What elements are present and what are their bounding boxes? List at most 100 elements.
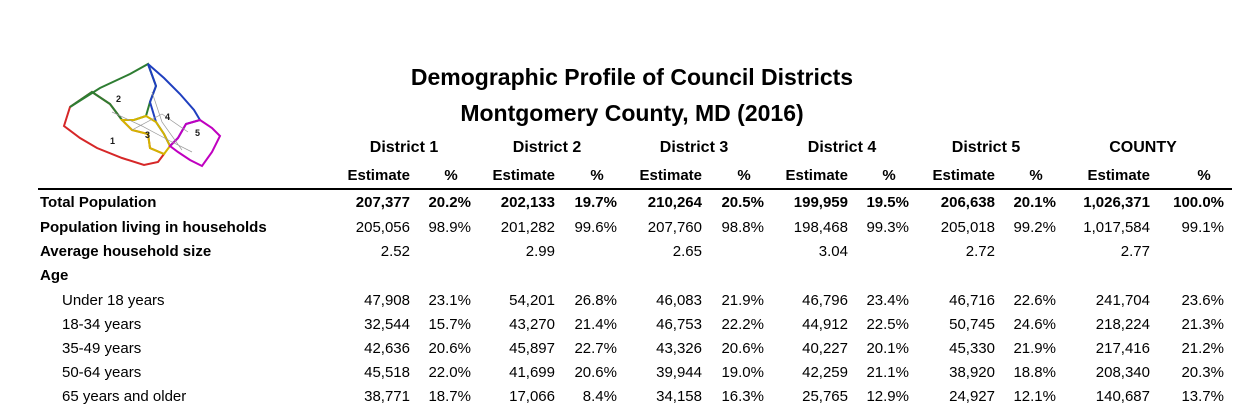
header-district-2: District 2 bbox=[512, 139, 582, 156]
percent-column-header: % bbox=[737, 167, 751, 184]
percent-value: 20.6% bbox=[428, 340, 471, 357]
header-district-3: District 3 bbox=[659, 139, 729, 156]
estimate-value: 42,636 bbox=[364, 340, 410, 357]
percent-value: 24.6% bbox=[1013, 316, 1056, 333]
header-county: COUNTY bbox=[1109, 139, 1177, 156]
estimate-value: 3.04 bbox=[818, 243, 848, 260]
estimate-value: 46,083 bbox=[656, 292, 702, 309]
table-row: Under 18 years 47,908 23.1% 54,201 26.8% 46,0… bbox=[0, 289, 1250, 313]
estimate-value: 208,340 bbox=[1095, 364, 1150, 381]
row-label: Under 18 years bbox=[62, 292, 165, 309]
estimate-value: 1,026,371 bbox=[1083, 194, 1150, 211]
estimate-column-header: Estimate bbox=[932, 167, 995, 184]
percent-value: 18.8% bbox=[1013, 364, 1056, 381]
estimate-column-header: Estimate bbox=[492, 167, 555, 184]
percent-value: 20.2% bbox=[428, 194, 471, 211]
estimate-value: 46,796 bbox=[802, 292, 848, 309]
estimate-column-header: Estimate bbox=[639, 167, 702, 184]
estimate-value: 45,897 bbox=[509, 340, 555, 357]
estimate-column-header: Estimate bbox=[347, 167, 410, 184]
percent-value: 13.7% bbox=[1181, 388, 1224, 405]
estimate-column-header: Estimate bbox=[785, 167, 848, 184]
district-4-label: 4 bbox=[165, 112, 170, 122]
estimate-value: 207,760 bbox=[647, 219, 702, 236]
estimate-value: 24,927 bbox=[949, 388, 995, 405]
estimate-value: 44,912 bbox=[802, 316, 848, 333]
estimate-value: 42,259 bbox=[802, 364, 848, 381]
percent-value: 20.6% bbox=[721, 340, 764, 357]
table-row: 35-49 years 42,636 20.6% 45,897 22.7% 43,326 2… bbox=[0, 337, 1250, 361]
estimate-value: 2.72 bbox=[965, 243, 995, 260]
table-row: 65 years and older 38,771 18.7% 17,066 8.4% 3… bbox=[0, 385, 1250, 409]
percent-value: 99.3% bbox=[866, 219, 909, 236]
percent-value: 8.4% bbox=[582, 388, 617, 405]
percent-value: 22.0% bbox=[428, 364, 471, 381]
estimate-value: 2.77 bbox=[1120, 243, 1150, 260]
table-row: Average household size 2.52 2.99 2.65 3.04 2.… bbox=[0, 240, 1250, 264]
percent-value: 20.6% bbox=[574, 364, 617, 381]
estimate-value: 25,765 bbox=[802, 388, 848, 405]
district-5-boundary bbox=[168, 118, 222, 168]
percent-value: 23.6% bbox=[1181, 292, 1224, 309]
percent-value: 21.4% bbox=[574, 316, 617, 333]
header-district-4: District 4 bbox=[807, 139, 877, 156]
percent-value: 20.3% bbox=[1181, 364, 1224, 381]
estimate-value: 207,377 bbox=[355, 194, 410, 211]
estimate-value: 54,201 bbox=[509, 292, 555, 309]
estimate-value: 217,416 bbox=[1095, 340, 1150, 357]
page-title: Demographic Profile of Council Districts bbox=[410, 64, 854, 90]
estimate-value: 46,716 bbox=[949, 292, 995, 309]
estimate-value: 2.52 bbox=[380, 243, 410, 260]
row-label: Average household size bbox=[40, 243, 212, 260]
percent-column-header: % bbox=[444, 167, 458, 184]
header-district-1: District 1 bbox=[369, 139, 439, 156]
estimate-value: 2.65 bbox=[672, 243, 702, 260]
percent-value: 18.7% bbox=[428, 388, 471, 405]
percent-value: 21.2% bbox=[1181, 340, 1224, 357]
percent-value: 20.5% bbox=[721, 194, 764, 211]
percent-value: 99.6% bbox=[574, 219, 617, 236]
estimate-value: 43,326 bbox=[656, 340, 702, 357]
percent-value: 23.1% bbox=[428, 292, 471, 309]
row-label: 50-64 years bbox=[62, 364, 142, 381]
percent-value: 19.5% bbox=[866, 194, 909, 211]
header-district-5: District 5 bbox=[951, 139, 1021, 156]
estimate-value: 198,468 bbox=[793, 219, 848, 236]
map-roads bbox=[111, 91, 193, 153]
percent-value: 21.9% bbox=[1013, 340, 1056, 357]
table-row: Age bbox=[0, 264, 1250, 288]
percent-value: 26.8% bbox=[574, 292, 617, 309]
percent-value: 22.6% bbox=[1013, 292, 1056, 309]
estimate-value: 140,687 bbox=[1095, 388, 1150, 405]
estimate-value: 218,224 bbox=[1095, 316, 1150, 333]
percent-column-header: % bbox=[1197, 167, 1211, 184]
estimate-value: 50,745 bbox=[949, 316, 995, 333]
estimate-value: 38,920 bbox=[949, 364, 995, 381]
percent-value: 16.3% bbox=[721, 388, 764, 405]
percent-value: 20.1% bbox=[1013, 194, 1056, 211]
estimate-value: 2.99 bbox=[525, 243, 555, 260]
table-row: 50-64 years 45,518 22.0% 41,699 20.6% 39,944 1… bbox=[0, 361, 1250, 385]
percent-value: 21.1% bbox=[866, 364, 909, 381]
table-row: Total Population 207,377 20.2% 202,133 19.7%… bbox=[0, 191, 1250, 215]
estimate-value: 205,056 bbox=[355, 219, 410, 236]
row-label: Total Population bbox=[40, 194, 157, 211]
district-2-boundary bbox=[69, 62, 158, 121]
estimate-column-header: Estimate bbox=[1087, 167, 1150, 184]
estimate-value: 17,066 bbox=[509, 388, 555, 405]
row-label: Age bbox=[40, 267, 69, 284]
estimate-value: 210,264 bbox=[647, 194, 702, 211]
district-5-label: 5 bbox=[195, 128, 200, 138]
percent-column-header: % bbox=[1029, 167, 1043, 184]
percent-value: 22.5% bbox=[866, 316, 909, 333]
estimate-value: 39,944 bbox=[656, 364, 702, 381]
percent-value: 100.0% bbox=[1173, 194, 1224, 211]
estimate-value: 32,544 bbox=[364, 316, 410, 333]
estimate-value: 41,699 bbox=[509, 364, 555, 381]
district-map: 1 2 3 4 5 bbox=[62, 62, 222, 168]
district-3-label: 3 bbox=[145, 130, 150, 140]
table-row: Population living in households 205,056 98… bbox=[0, 216, 1250, 240]
percent-value: 12.1% bbox=[1013, 388, 1056, 405]
percent-value: 20.1% bbox=[866, 340, 909, 357]
estimate-value: 45,518 bbox=[364, 364, 410, 381]
